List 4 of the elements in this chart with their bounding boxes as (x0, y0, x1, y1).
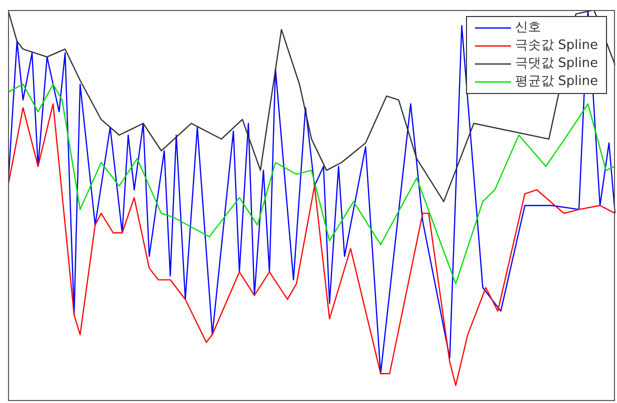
legend-label: 극댓값 Spline (514, 55, 598, 73)
legend-label: 신호 (514, 19, 541, 37)
legend-label: 극솟값 Spline (514, 37, 598, 55)
legend-label: 평균값 Spline (514, 73, 598, 91)
